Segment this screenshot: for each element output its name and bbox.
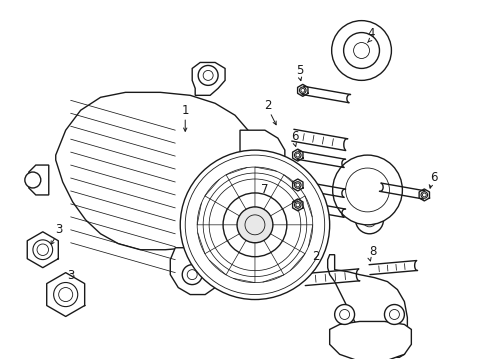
Circle shape [182, 265, 202, 285]
Text: 2: 2 [264, 99, 271, 112]
Circle shape [33, 240, 53, 260]
Circle shape [331, 21, 390, 80]
Text: 8: 8 [368, 245, 375, 258]
Polygon shape [192, 62, 224, 95]
Circle shape [54, 283, 78, 307]
Text: 2: 2 [311, 250, 319, 263]
Polygon shape [240, 130, 285, 222]
Circle shape [334, 305, 354, 324]
Circle shape [198, 66, 218, 85]
Polygon shape [327, 255, 407, 357]
Text: 7: 7 [261, 184, 268, 197]
Text: 5: 5 [296, 64, 303, 77]
Circle shape [25, 172, 41, 188]
Circle shape [223, 193, 286, 257]
Circle shape [254, 160, 285, 190]
Circle shape [294, 182, 301, 188]
Text: 3: 3 [55, 223, 62, 236]
Polygon shape [170, 248, 215, 294]
Text: 6: 6 [429, 171, 437, 184]
Text: 4: 4 [367, 27, 374, 40]
Circle shape [384, 305, 404, 324]
Circle shape [299, 87, 305, 94]
Polygon shape [329, 321, 410, 360]
Circle shape [237, 207, 272, 243]
Circle shape [332, 155, 402, 225]
Circle shape [343, 32, 379, 68]
Circle shape [180, 150, 329, 300]
Polygon shape [56, 92, 254, 250]
Text: 6: 6 [290, 130, 298, 143]
Circle shape [294, 152, 301, 158]
Text: 3: 3 [67, 269, 74, 282]
Text: 1: 1 [181, 104, 188, 117]
Circle shape [420, 192, 427, 198]
Circle shape [294, 202, 301, 208]
Polygon shape [29, 165, 49, 195]
Circle shape [355, 206, 383, 234]
